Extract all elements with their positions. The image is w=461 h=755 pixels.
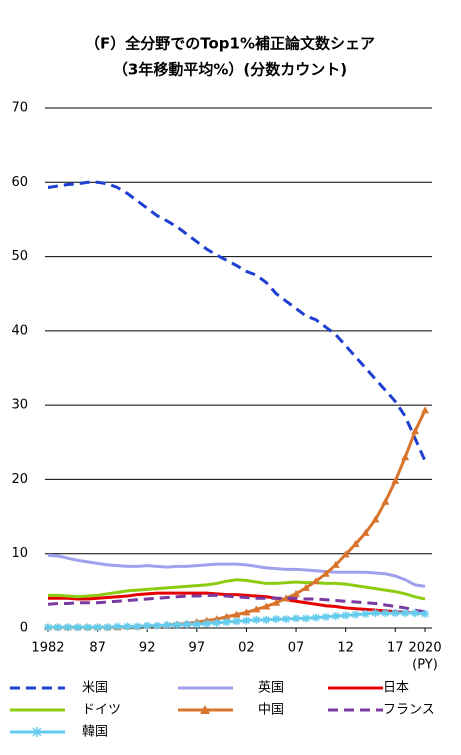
series-line [47, 591, 426, 616]
point-marker [381, 609, 390, 618]
point-marker [391, 609, 400, 618]
point-marker [391, 476, 400, 484]
point-marker [371, 609, 380, 618]
point-marker [53, 623, 62, 632]
point-marker [272, 598, 281, 606]
point-marker [262, 615, 271, 624]
x-tick-label: 92 [139, 641, 156, 656]
legend-label: 米国 [82, 681, 108, 696]
point-marker [292, 614, 301, 623]
x-tick-label: 87 [89, 641, 106, 656]
x-tick-label: 1982 [31, 641, 64, 656]
legend-label: 日本 [383, 681, 409, 696]
point-marker [222, 612, 231, 620]
y-tick-label: 50 [11, 249, 28, 264]
point-marker [113, 622, 122, 631]
x-tick-label: 17 [387, 641, 404, 656]
point-marker [133, 622, 142, 631]
point-marker [242, 616, 251, 625]
y-tick-label: 20 [11, 472, 28, 487]
point-marker [242, 608, 251, 616]
point-marker [83, 623, 92, 632]
point-marker [341, 611, 350, 620]
y-tick-label: 0 [20, 621, 28, 636]
series-line [47, 578, 426, 601]
x-tick-label: 02 [238, 641, 255, 656]
point-marker [282, 615, 291, 624]
point-marker [272, 615, 281, 624]
point-marker [341, 550, 350, 558]
point-marker [172, 621, 181, 630]
point-marker [411, 609, 420, 618]
point-marker [252, 605, 261, 613]
point-marker [63, 623, 72, 632]
point-marker [143, 621, 152, 630]
point-marker [262, 602, 271, 610]
series-line [47, 553, 426, 588]
x-tick-label: 97 [189, 641, 206, 656]
point-marker [371, 515, 380, 523]
point-marker [103, 623, 112, 632]
point-marker [292, 589, 301, 597]
point-marker [123, 622, 132, 631]
chart-title: （F）全分野でのTop1%補正論文数シェア [85, 35, 375, 53]
point-marker [182, 620, 191, 629]
point-marker [192, 620, 201, 629]
point-marker [252, 615, 261, 624]
point-marker [93, 623, 102, 632]
y-tick-label: 70 [11, 101, 28, 116]
y-tick-label: 60 [11, 175, 28, 190]
point-marker [411, 427, 420, 435]
point-marker [311, 613, 320, 622]
point-marker [421, 406, 430, 414]
y-tick-label: 10 [11, 546, 28, 561]
point-marker [222, 618, 231, 627]
point-marker [351, 540, 360, 548]
point-marker [361, 609, 370, 618]
point-marker [331, 612, 340, 621]
point-marker [401, 609, 410, 618]
point-marker [212, 618, 221, 627]
x-tick-label: 07 [288, 641, 305, 656]
point-marker [331, 560, 340, 568]
legend-label: 中国 [258, 703, 284, 718]
x-axis-label: (PY) [412, 658, 438, 673]
point-marker [361, 528, 370, 536]
x-tick-label: 12 [337, 641, 354, 656]
point-marker [381, 497, 390, 505]
point-marker [232, 617, 241, 626]
point-marker [351, 610, 360, 619]
point-marker [321, 612, 330, 621]
point-marker [163, 621, 172, 630]
point-marker [73, 623, 82, 632]
point-marker [401, 453, 410, 461]
point-marker [321, 569, 330, 577]
point-marker [43, 623, 52, 632]
chart-subtitle: （3年移動平均%）(分数カウント) [113, 61, 347, 79]
legend-label: 英国 [258, 681, 284, 696]
point-marker [311, 577, 320, 585]
point-marker [301, 614, 310, 623]
legend-marker [200, 705, 210, 714]
point-marker [421, 609, 430, 618]
series-line [47, 180, 427, 462]
legend-label: フランス [383, 703, 435, 718]
point-marker [153, 621, 162, 630]
legend-label: ドイツ [82, 703, 121, 718]
point-marker [232, 610, 241, 618]
y-tick-label: 40 [11, 323, 28, 338]
legend-label: 韓国 [82, 725, 108, 740]
point-marker [202, 619, 211, 628]
legend-marker [32, 727, 42, 737]
y-tick-label: 30 [11, 398, 28, 413]
point-marker [301, 583, 310, 591]
x-tick-label: 2020 [409, 641, 442, 656]
